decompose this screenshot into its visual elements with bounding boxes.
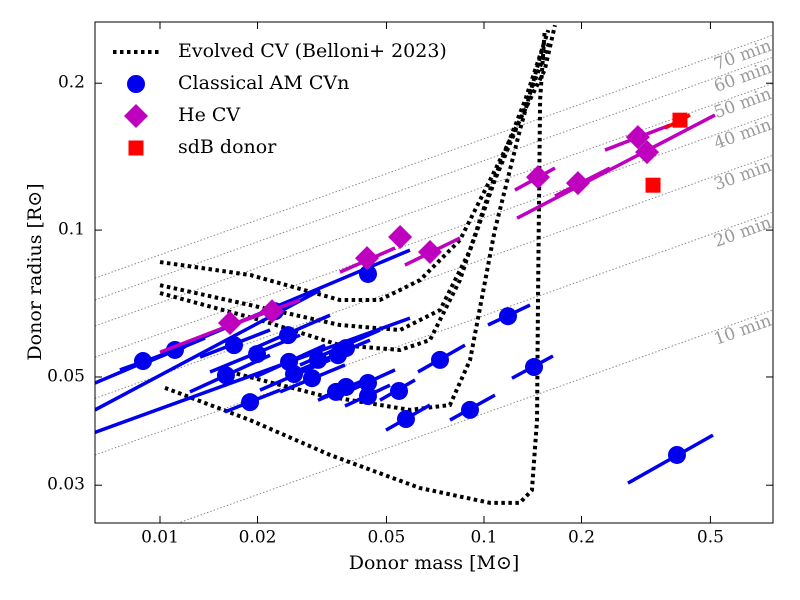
period-line — [95, 211, 773, 456]
legend-label: Classical AM CVn — [178, 72, 349, 94]
x-tick-label: 0.05 — [368, 528, 406, 548]
marker — [358, 373, 377, 392]
legend-label: Evolved CV (Belloni+ 2023) — [178, 40, 447, 62]
marker — [133, 352, 152, 371]
marker — [216, 366, 235, 385]
marker — [565, 171, 590, 196]
evolved-track — [159, 29, 551, 352]
y-axis-label: Donor radius [R⊙] — [24, 183, 46, 360]
marker — [248, 345, 267, 364]
marker — [498, 307, 517, 326]
period-line — [95, 56, 773, 301]
marker — [645, 177, 661, 193]
marker — [417, 239, 442, 264]
marker — [672, 112, 688, 128]
marker — [309, 350, 328, 369]
x-tick-label: 0.2 — [568, 528, 595, 548]
marker — [355, 246, 380, 271]
y-tick-label: 0.05 — [47, 366, 85, 386]
legend: Evolved CV (Belloni+ 2023) Classical AM C… — [113, 40, 447, 158]
marker — [302, 369, 321, 388]
marker — [625, 125, 650, 150]
marker — [225, 336, 244, 355]
marker — [396, 410, 415, 429]
legend-label: He CV — [178, 104, 240, 126]
marker — [337, 339, 356, 358]
evolved-track — [229, 39, 547, 412]
marker — [390, 381, 409, 400]
x-tick-label: 0.02 — [239, 528, 277, 548]
plot-area — [95, 24, 773, 523]
marker — [430, 350, 449, 369]
period-line — [95, 82, 773, 327]
marker — [124, 104, 148, 128]
marker — [217, 311, 242, 336]
y-tick-label: 0.2 — [58, 73, 85, 93]
period-line — [95, 113, 773, 358]
error-bar — [95, 316, 411, 434]
marker — [127, 75, 145, 93]
y-tick-label: 0.03 — [47, 475, 85, 495]
marker — [337, 377, 356, 396]
x-axis-label: Donor mass [M⊙] — [349, 552, 520, 574]
period-line — [95, 34, 773, 279]
x-tick-label: 0.01 — [141, 528, 179, 548]
axes: 0.01 0.02 0.05 0.1 0.2 0.5 0.03 0.05 0.1 0.2 — [47, 22, 773, 548]
marker — [388, 224, 413, 249]
marker — [525, 358, 544, 377]
x-tick-label: 0.5 — [697, 528, 724, 548]
marker — [461, 400, 480, 419]
evolved-track — [159, 39, 552, 333]
marker — [285, 365, 304, 384]
period-line — [95, 154, 773, 399]
period-label: 20 min — [711, 213, 774, 252]
error-bar — [516, 113, 716, 220]
marker — [525, 165, 550, 190]
evolved-track — [159, 24, 557, 303]
legend-label: sdB donor — [178, 136, 277, 158]
marker — [128, 140, 144, 156]
evolved-track — [164, 29, 547, 505]
y-tick-label: 0.1 — [58, 220, 85, 240]
marker — [279, 326, 298, 345]
marker — [260, 299, 285, 324]
axes-frame — [94, 21, 774, 524]
period-line — [176, 309, 773, 523]
marker — [241, 393, 260, 412]
period-label: 10 min — [711, 311, 774, 350]
period-label: 30 min — [711, 156, 774, 195]
marker — [667, 445, 686, 464]
x-tick-label: 0.1 — [470, 528, 497, 548]
marker — [635, 140, 660, 165]
marker — [358, 264, 377, 283]
marker — [358, 387, 377, 406]
